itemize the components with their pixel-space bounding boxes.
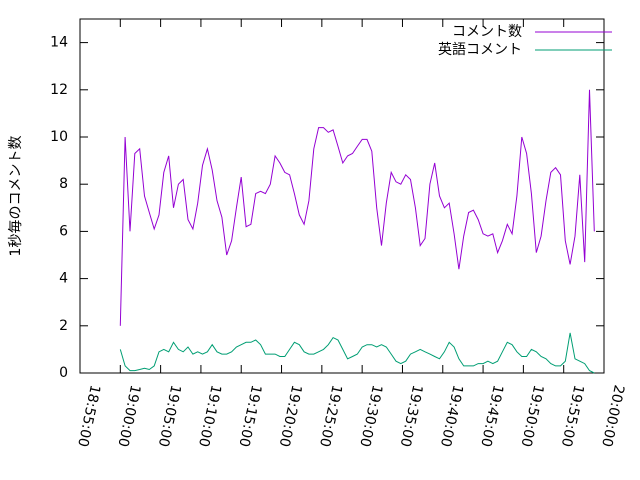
legend-label: 英語コメント bbox=[438, 41, 522, 58]
data-line bbox=[119, 332, 595, 374]
y-tick-label: 14 bbox=[50, 35, 68, 51]
y-tick-label: 2 bbox=[59, 318, 68, 334]
legend-label: コメント数 bbox=[452, 24, 522, 40]
data-line bbox=[119, 89, 595, 326]
y-tick-label: 8 bbox=[59, 176, 68, 192]
y-tick-label: 12 bbox=[50, 82, 68, 98]
y-tick-label: 10 bbox=[50, 129, 68, 145]
plot-border bbox=[79, 18, 605, 374]
y-tick-label: 0 bbox=[59, 365, 68, 381]
y-axis-label: 1秒毎のコメント数 bbox=[8, 136, 24, 257]
y-tick-label: 4 bbox=[59, 271, 68, 287]
y-tick-label: 6 bbox=[59, 223, 68, 239]
